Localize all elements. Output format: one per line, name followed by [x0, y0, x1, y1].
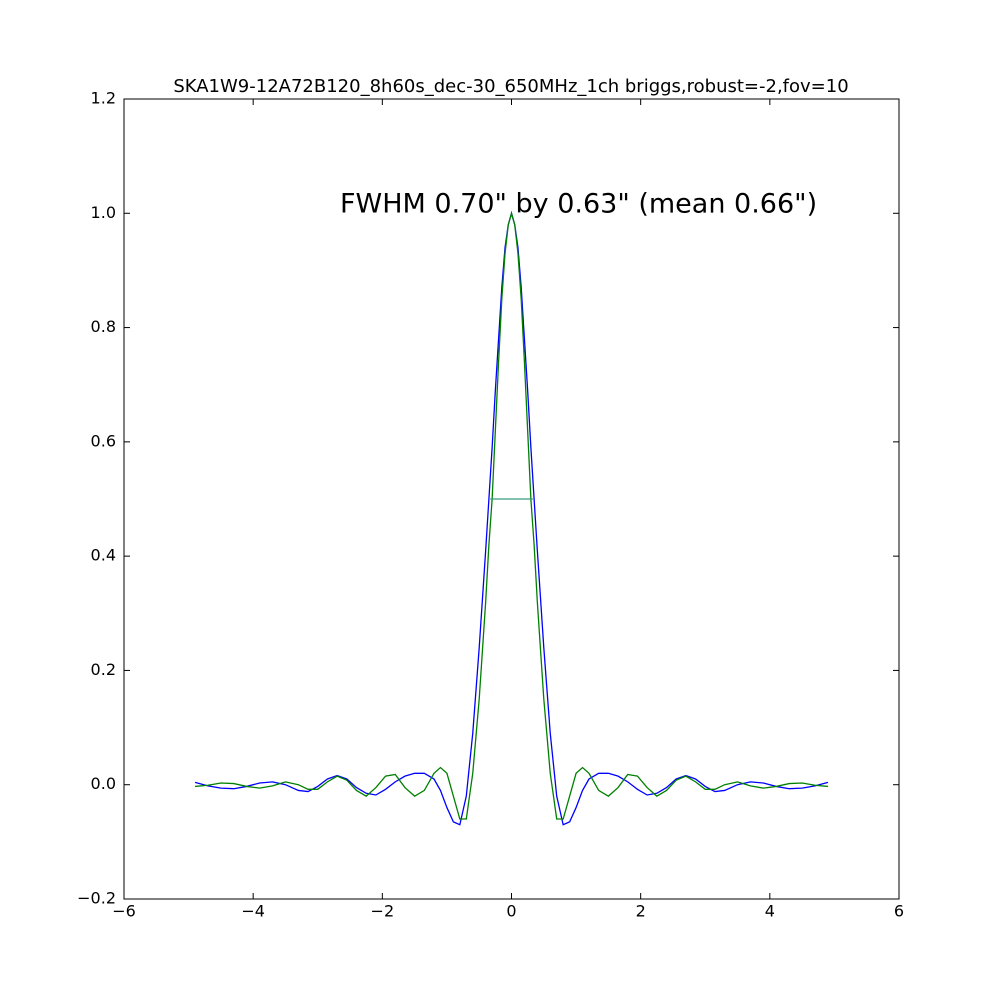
x-tick-label: 4 [765, 902, 775, 921]
y-tick-label: −0.2 [77, 889, 116, 908]
line-series [194, 210, 829, 820]
y-tick-label: 0.6 [91, 431, 116, 450]
y-tick-label: 1.2 [91, 89, 116, 108]
x-tick-label: 2 [636, 902, 646, 921]
chart-title: SKA1W9-12A72B120_8h60s_dec-30_650MHz_1ch… [173, 76, 848, 97]
annotation: FWHM 0.70" by 0.63" (mean 0.66") [340, 189, 817, 220]
x-tick-label: −4 [241, 902, 265, 921]
x-tick-label: 0 [506, 902, 516, 921]
x-tick-label: −2 [371, 902, 395, 921]
x-tick-label: 6 [894, 902, 904, 921]
x-tick-label: −6 [112, 902, 136, 921]
y-tick-label: 0.8 [91, 317, 116, 336]
y-tick-label: 0.4 [91, 546, 116, 565]
y-tick-label: 0.2 [91, 660, 116, 679]
y-tick-label: 0.0 [91, 774, 116, 793]
y-tick-label: 1.0 [91, 203, 116, 222]
